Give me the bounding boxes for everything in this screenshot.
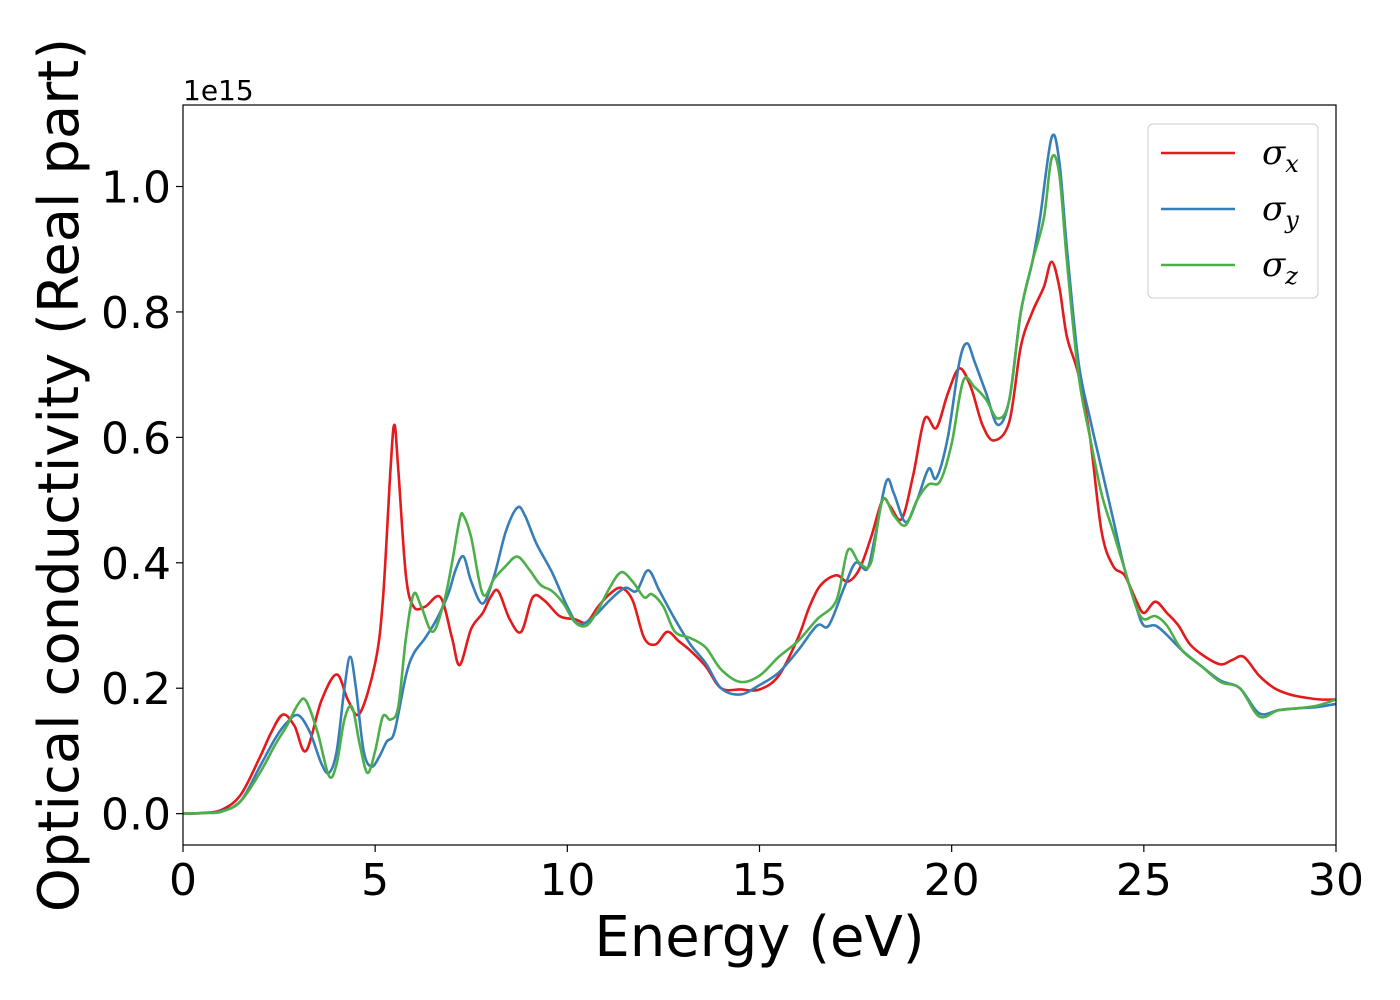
y-offset-label: 1e15	[183, 74, 254, 107]
x-tick-label: 0	[169, 855, 197, 906]
x-tick-label: 15	[732, 855, 788, 906]
ticks-layer: 0 5 10 15 20 25 30 0.0 0.2 0.4 0.6 0.8 1.0	[101, 163, 1364, 906]
x-tick-label: 10	[539, 855, 595, 906]
x-tick-label: 5	[361, 855, 389, 906]
x-axis-label: Energy (eV)	[594, 905, 924, 970]
y-tick-label: 0.6	[101, 413, 171, 464]
plot-frame	[182, 104, 1337, 846]
series-line-y	[183, 133, 1336, 815]
y-tick-label: 0.2	[101, 664, 171, 715]
legend: σx σy σz	[1147, 123, 1319, 299]
x-tick-label: 25	[1116, 855, 1172, 906]
x-tick-label: 30	[1308, 855, 1364, 906]
y-axis-label: Optical conductivity (Real part)	[27, 38, 92, 912]
legend-box	[1147, 123, 1319, 299]
series-layer	[183, 133, 1336, 815]
y-tick-label: 0.4	[101, 539, 171, 590]
legend-label-z: σz	[1262, 245, 1298, 290]
legend-label-x: σx	[1262, 133, 1299, 178]
y-tick-label: 0.0	[101, 790, 171, 841]
y-tick-label: 0.8	[101, 288, 171, 339]
legend-label-y: σy	[1262, 189, 1299, 234]
series-line-z	[183, 153, 1336, 815]
x-tick-label: 20	[924, 855, 980, 906]
y-tick-label: 1.0	[101, 163, 171, 214]
